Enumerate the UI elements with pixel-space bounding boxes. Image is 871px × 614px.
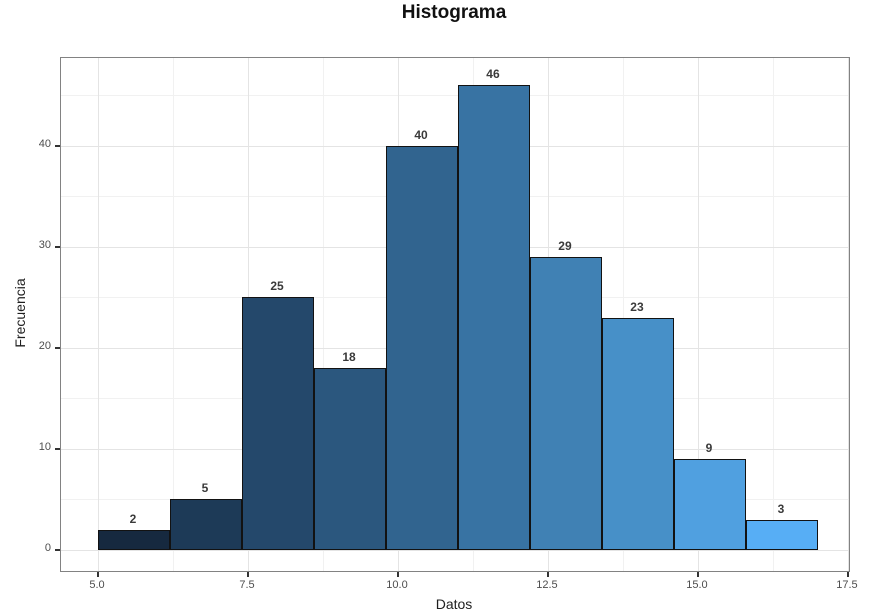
bar-value-label: 40	[414, 127, 428, 142]
y-tick-label: 20	[38, 339, 51, 352]
x-tick-label: 15.0	[686, 579, 708, 591]
x-major-gridline	[697, 58, 699, 571]
x-tick-label: 7.5	[239, 579, 255, 591]
histogram-bar	[457, 85, 530, 550]
bar-value-label: 25	[270, 279, 284, 294]
histogram-bar	[98, 529, 170, 550]
x-minor-gridline	[772, 58, 774, 571]
y-tick-mark	[55, 144, 60, 147]
y-tick-mark	[55, 447, 60, 450]
bar-value-label: 46	[486, 67, 500, 82]
histogram-bar	[745, 519, 818, 550]
histogram-bar	[529, 257, 602, 550]
y-tick-mark	[55, 346, 60, 349]
histogram-bar	[673, 459, 746, 550]
y-minor-gridline	[61, 95, 849, 97]
x-minor-gridline	[323, 58, 324, 571]
bar-value-label: 3	[777, 501, 785, 516]
x-tick-mark	[846, 572, 849, 577]
histogram-bar	[242, 297, 314, 550]
y-major-gridline	[61, 549, 849, 551]
y-tick-label: 0	[44, 541, 51, 554]
plot-panel	[60, 57, 850, 572]
x-major-gridline	[98, 58, 100, 571]
x-tick-mark	[247, 572, 249, 577]
x-tick-label: 12.5	[536, 579, 558, 591]
histogram-bar	[601, 317, 674, 550]
histogram-bar	[386, 145, 458, 550]
y-axis-title: Frecuencia	[12, 278, 28, 348]
bar-value-label: 29	[558, 239, 572, 254]
bar-value-label: 5	[201, 481, 209, 496]
x-minor-gridline	[622, 58, 624, 571]
y-tick-label: 30	[38, 238, 51, 251]
x-major-gridline	[847, 58, 849, 571]
y-tick-mark	[55, 548, 60, 551]
x-tick-mark	[546, 572, 549, 577]
x-axis-title: Datos	[435, 596, 473, 612]
bar-value-label: 9	[705, 441, 713, 456]
bar-value-label: 2	[129, 511, 137, 526]
bar-value-label: 23	[630, 299, 644, 314]
x-tick-mark	[97, 572, 100, 577]
x-tick-mark	[696, 572, 699, 577]
y-tick-mark	[55, 245, 60, 248]
bars-layer	[61, 58, 849, 571]
x-minor-gridline	[173, 58, 174, 571]
y-tick-label: 40	[38, 137, 51, 150]
chart-title: Histograma	[401, 2, 507, 23]
bar-value-label: 18	[342, 350, 356, 365]
histogram-bar	[170, 499, 242, 550]
y-tick-label: 10	[38, 440, 51, 453]
x-tick-label: 10.0	[386, 579, 408, 591]
histogram-bar	[314, 368, 386, 550]
x-tick-label: 17.5	[836, 579, 858, 591]
x-tick-label: 5.0	[89, 579, 105, 591]
x-tick-mark	[397, 572, 399, 577]
